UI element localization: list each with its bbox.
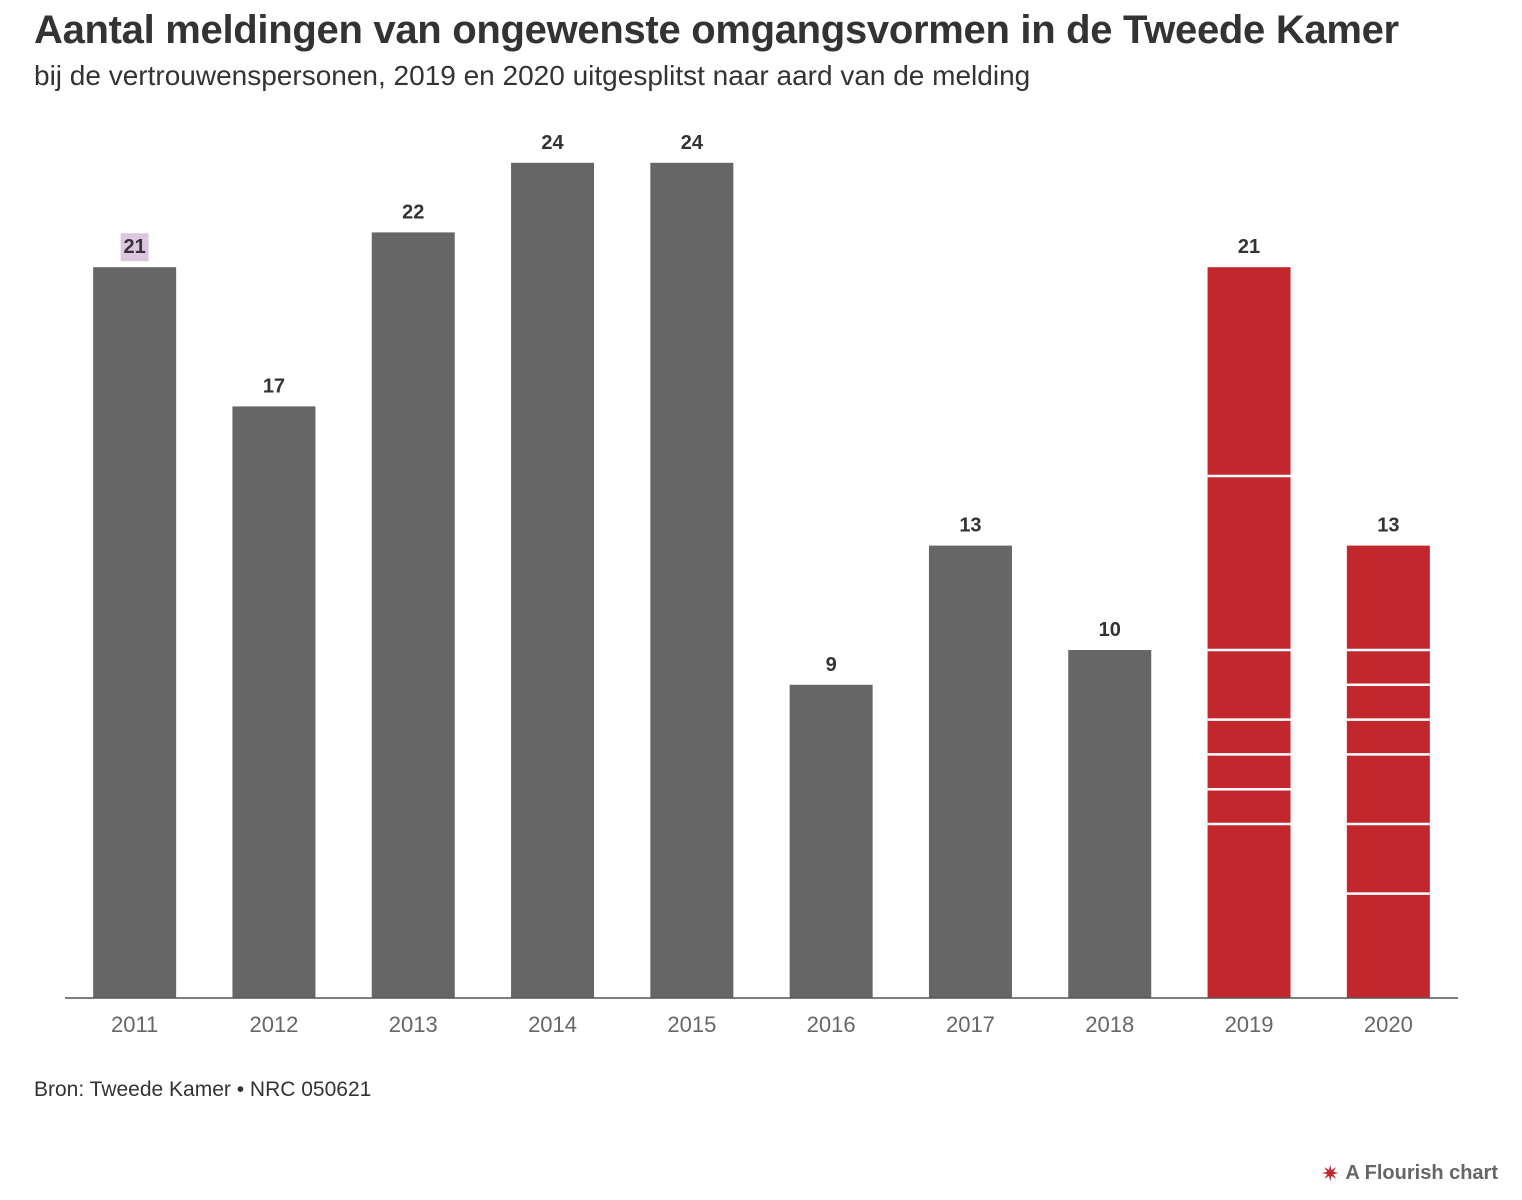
- bar-2020: [1346, 545, 1430, 998]
- data-label-2018: 10: [1099, 619, 1121, 641]
- data-label-2016: 9: [826, 654, 837, 676]
- data-label-highlight-2011: [120, 233, 149, 262]
- source-note: Bron: Tweede Kamer • NRC 050621: [34, 1078, 372, 1101]
- flourish-logo-icon: ✷: [1320, 1160, 1340, 1186]
- x-tick-label-2018: 2018: [1085, 1012, 1134, 1037]
- flourish-credit-link[interactable]: ✷ A Flourish chart: [1321, 1162, 1498, 1185]
- bar-2011: [93, 267, 177, 998]
- credit-label: A Flourish chart: [1345, 1162, 1498, 1184]
- x-tick-label-2013: 2013: [389, 1012, 438, 1037]
- bar-2016: [789, 684, 873, 998]
- chart-title: Aantal meldingen van ongewenste omgangsv…: [34, 8, 1399, 52]
- bar-2019: [1207, 267, 1291, 998]
- chart-subtitle: bij de vertrouwenspersonen, 2019 en 2020…: [34, 60, 1031, 91]
- x-tick-label-2016: 2016: [807, 1012, 856, 1037]
- bar-2018: [1068, 650, 1152, 998]
- x-tick-label-2012: 2012: [249, 1012, 298, 1037]
- x-tick-label-2020: 2020: [1364, 1012, 1413, 1037]
- bar-2013: [371, 232, 455, 998]
- data-label-2012: 17: [263, 375, 285, 397]
- data-label-2020: 13: [1377, 515, 1399, 537]
- bar-2012: [232, 406, 316, 998]
- bar-2015: [650, 162, 734, 999]
- data-label-2011: 21: [124, 236, 146, 258]
- x-tick-label-2015: 2015: [667, 1012, 716, 1037]
- x-tick-label-2014: 2014: [528, 1012, 577, 1037]
- data-label-2013: 22: [402, 201, 424, 223]
- bar-chart: 21 2011 17 2012 22 2013 24 2014 24 2015 9 2016 13 201…: [65, 132, 1458, 1037]
- bar-2017: [928, 545, 1012, 998]
- x-tick-label-2019: 2019: [1225, 1012, 1274, 1037]
- x-tick-label-2017: 2017: [946, 1012, 995, 1037]
- data-label-2017: 13: [959, 515, 981, 537]
- x-tick-label-2011: 2011: [111, 1012, 158, 1037]
- bar-2014: [511, 162, 595, 999]
- data-label-2019: 21: [1238, 236, 1260, 258]
- data-label-2015: 24: [681, 132, 704, 154]
- data-label-2014: 24: [541, 132, 564, 154]
